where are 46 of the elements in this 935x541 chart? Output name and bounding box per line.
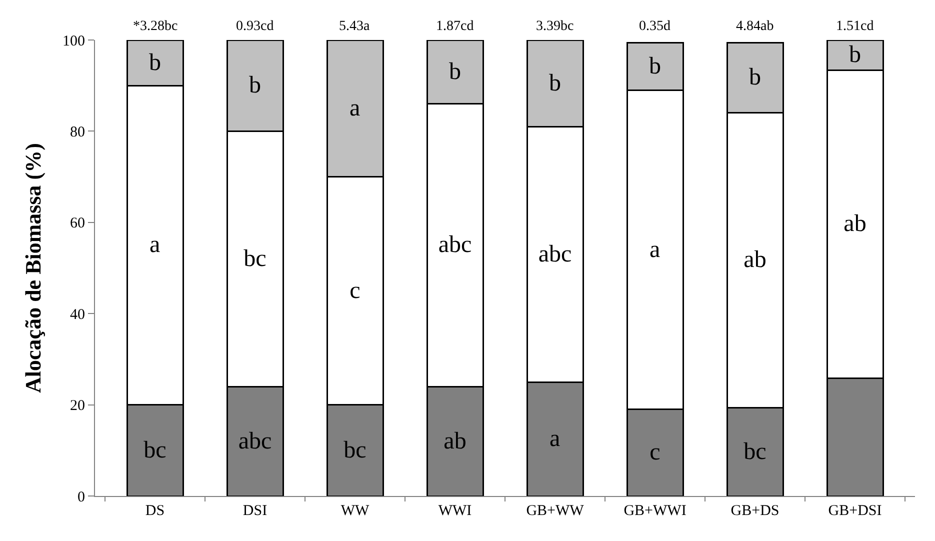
data-label: ab: [444, 428, 466, 454]
data-label: b: [749, 64, 761, 91]
y-tick-label: 80: [70, 124, 85, 140]
data-label: b: [249, 72, 261, 99]
x-tick-label: WW: [340, 503, 370, 519]
data-label: ab: [844, 211, 866, 238]
data-label: b: [449, 58, 461, 85]
data-label: b: [649, 53, 661, 80]
x-tick-label: GB+WWI: [624, 503, 686, 519]
y-tick-label: 60: [70, 216, 85, 232]
annotation: 1.87cd: [436, 19, 474, 34]
y-tick-label: 40: [70, 306, 85, 323]
data-label: c: [350, 278, 360, 304]
x-tick-label: WWI: [438, 503, 472, 519]
x-tick-label: GB+WW: [526, 503, 585, 519]
data-label: bc: [744, 438, 766, 465]
annotation: *3.28bc: [133, 19, 178, 34]
data-label: abc: [538, 241, 572, 268]
x-tick-label: DS: [145, 503, 165, 519]
annotation: 0.93cd: [236, 19, 274, 34]
annotation: 0.35d: [639, 19, 670, 34]
data-label: bc: [244, 246, 266, 272]
annotation: 5.43a: [339, 19, 370, 34]
data-label: b: [849, 42, 861, 68]
x-tick-label: GB+DSI: [828, 503, 882, 519]
y-axis-title: Alocação de Biomassa (%): [20, 143, 46, 393]
x-tick-label: GB+DS: [730, 503, 780, 519]
annotation: 1.51cd: [836, 19, 874, 34]
data-label: a: [650, 236, 660, 263]
y-tick-label: 0: [78, 489, 85, 506]
data-label: ab: [744, 247, 766, 274]
data-label: b: [149, 50, 161, 76]
data-label: abc: [238, 428, 272, 454]
y-tick-label: 100: [62, 33, 85, 50]
data-label: abc: [438, 232, 472, 258]
y-tick-label: 20: [70, 398, 85, 414]
data-label: bc: [144, 437, 166, 464]
annotation: 4.84ab: [736, 19, 774, 34]
annotation: 3.39bc: [536, 19, 574, 34]
data-label: c: [650, 440, 660, 466]
data-label: bc: [344, 437, 366, 464]
data-label: a: [550, 426, 560, 452]
data-label: b: [549, 70, 561, 96]
data-label: a: [150, 232, 160, 258]
data-label: a: [350, 95, 360, 122]
x-tick-label: DSI: [242, 503, 268, 519]
